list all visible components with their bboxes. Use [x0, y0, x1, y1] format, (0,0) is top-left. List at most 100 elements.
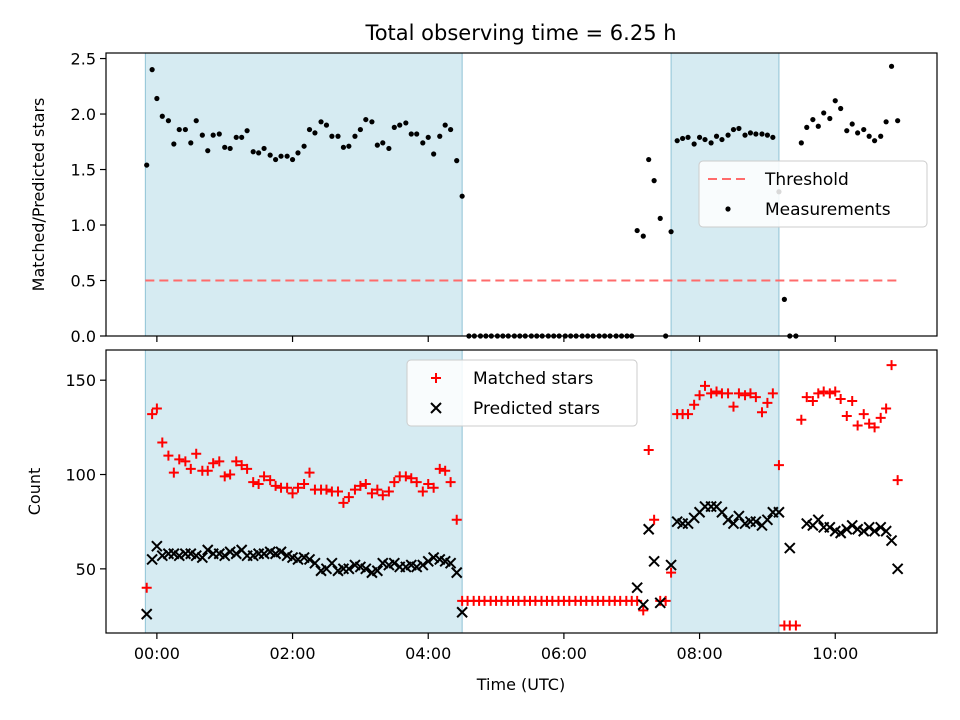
data-point: [346, 143, 352, 149]
data-point: [841, 523, 853, 535]
data-point: [425, 134, 431, 140]
data-point: [144, 162, 150, 168]
legend-threshold-label: Threshold: [764, 170, 849, 190]
data-point: [855, 130, 861, 136]
data-point: [312, 130, 318, 136]
data-point: [750, 392, 761, 403]
data-point: [637, 598, 649, 611]
data-point: [764, 132, 771, 138]
data-point: [202, 465, 213, 476]
data-point: [400, 471, 411, 482]
series-predicted-stars: [140, 500, 904, 620]
data-point: [372, 484, 383, 495]
y-tick-label: 0.0: [71, 327, 96, 346]
data-point: [891, 563, 904, 575]
data-point: [205, 148, 211, 154]
data-point: [343, 563, 355, 575]
data-point: [861, 126, 867, 133]
data-point: [295, 150, 301, 156]
data-point: [835, 394, 846, 405]
data-point: [236, 460, 247, 471]
data-point: [333, 486, 344, 497]
plot-frame: [105, 349, 938, 634]
data-point: [253, 478, 264, 489]
data-point: [329, 133, 335, 139]
data-point: [434, 463, 445, 474]
data-point: [219, 471, 230, 482]
data-point: [649, 514, 660, 525]
data-point: [838, 105, 844, 112]
data-point: [445, 477, 456, 488]
legend: Threshold Measurements: [698, 160, 928, 228]
data-point: [284, 153, 290, 159]
data-point: [428, 482, 439, 493]
data-point: [745, 388, 756, 399]
data-point: [340, 144, 347, 150]
data-point: [666, 567, 677, 578]
data-point: [250, 149, 256, 155]
plot-frame: [105, 52, 938, 337]
data-point: [191, 448, 202, 459]
data-point: [885, 534, 898, 547]
data-point: [691, 141, 697, 147]
data-point: [753, 131, 759, 137]
data-point: [832, 98, 838, 104]
data-point: [357, 126, 363, 133]
data-point: [728, 401, 739, 412]
data-point: [716, 506, 728, 518]
data-point: [711, 386, 722, 397]
observing-window-1: [144, 52, 463, 337]
y-tick-label: 150: [65, 371, 96, 390]
data-point: [242, 463, 253, 474]
data-point: [874, 521, 887, 534]
data-point: [303, 553, 316, 566]
data-point: [323, 122, 330, 128]
data-point: [411, 477, 422, 488]
data-point: [275, 546, 287, 558]
data-point: [456, 606, 468, 618]
data-point: [762, 397, 773, 408]
data-point: [733, 510, 745, 522]
data-point: [225, 469, 236, 480]
data-point: [196, 551, 209, 564]
data-point: [841, 411, 852, 422]
data-point: [818, 386, 829, 397]
data-point: [719, 136, 725, 143]
data-point: [740, 390, 751, 401]
data-point: [154, 95, 160, 102]
data-point: [301, 143, 307, 149]
data-point: [369, 119, 375, 125]
data-point: [141, 582, 152, 593]
legend-matched-swatch: [431, 373, 441, 383]
data-point: [750, 515, 762, 528]
data-point: [414, 131, 420, 137]
data-point: [875, 412, 886, 423]
data-point: [683, 409, 694, 420]
data-point: [798, 140, 804, 146]
legend-measurements-swatch: [725, 206, 731, 212]
data-point: [883, 119, 889, 125]
data-point: [796, 414, 807, 425]
y-axis-label: Count: [25, 468, 44, 516]
y-tick-label: 2.5: [71, 50, 96, 69]
data-point: [846, 519, 858, 532]
data-point: [858, 409, 869, 420]
data-point: [282, 482, 293, 493]
data-point: [244, 128, 250, 134]
data-point: [790, 620, 801, 631]
legend-predicted-swatch: [430, 402, 442, 414]
data-point: [176, 126, 182, 133]
data-point: [420, 140, 426, 146]
data-point: [830, 386, 841, 397]
data-point: [299, 478, 310, 489]
data-point: [756, 407, 767, 418]
y-axis-label: Matched/Predicted stars: [29, 98, 48, 292]
data-point: [210, 132, 216, 138]
data-point: [448, 126, 454, 133]
data-point: [824, 388, 835, 399]
data-point: [895, 118, 901, 124]
data-point: [292, 482, 303, 493]
x-tick-label: 06:00: [541, 644, 587, 663]
data-point: [171, 141, 177, 147]
data-point: [761, 514, 774, 526]
